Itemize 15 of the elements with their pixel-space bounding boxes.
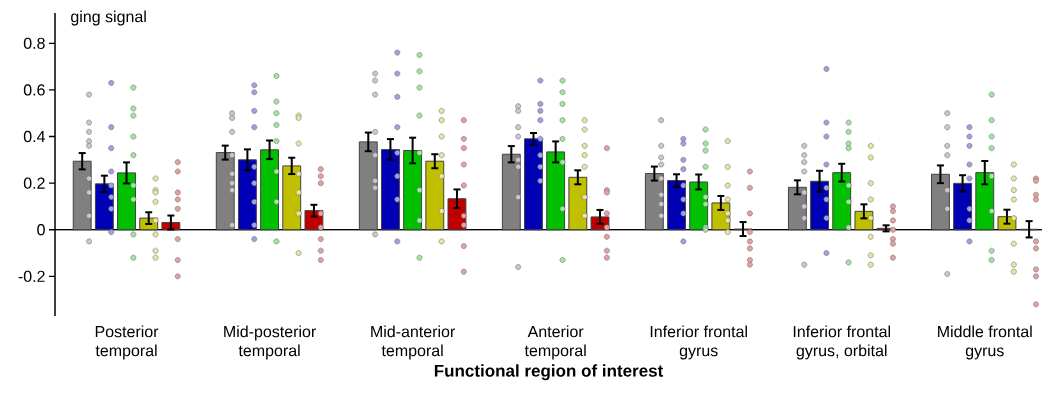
chart-title: ging signal [71, 10, 146, 26]
y-tick-label: 0 [37, 224, 45, 236]
x-axis-title: Functional region of interest [434, 364, 664, 381]
x-tick-label: Anterior temporal [524, 325, 586, 360]
x-tick-label: Posterior temporal [95, 325, 159, 360]
y-tick-label: 0.8 [23, 37, 45, 49]
y-tick-label: -0.2 [18, 270, 45, 283]
x-tick-label: Mid-anterior temporal [371, 325, 456, 360]
y-tick-label: 0.4 [23, 130, 46, 143]
x-tick-label: Middle frontal gyrus [938, 325, 1032, 360]
y-tick-label: 0.6 [23, 84, 45, 96]
x-tick-label: Inferior frontal gyrus [650, 325, 747, 360]
x-tick-label: Mid-posterior temporal [224, 325, 316, 360]
x-tick-label: Inferior frontal gyrus, orbital [793, 325, 890, 360]
y-tick-label: 0.2 [23, 177, 45, 189]
